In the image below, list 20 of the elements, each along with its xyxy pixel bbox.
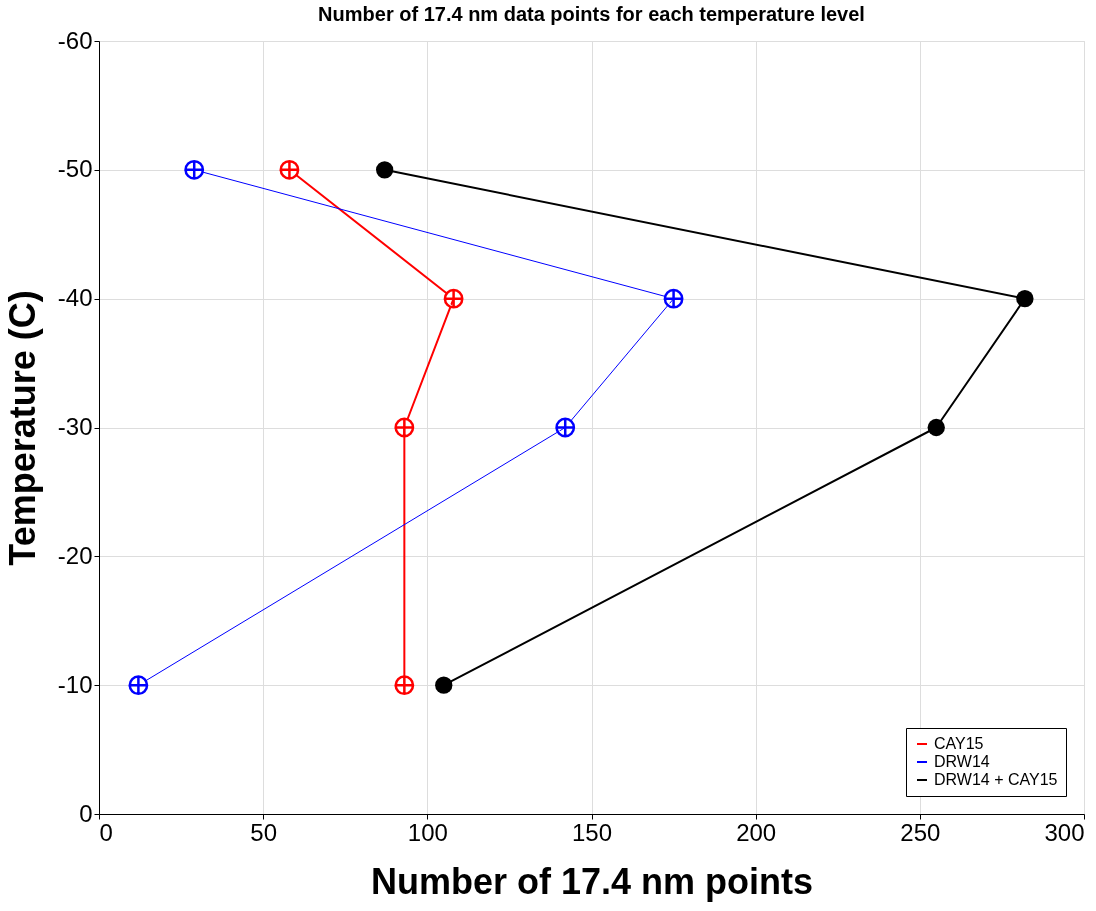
y-tick-label: -60 <box>57 26 93 54</box>
x-tick-label: 50 <box>250 818 278 846</box>
chart-title: Number of 17.4 nm data points for each temperature level <box>318 3 865 25</box>
y-tick-label: 0 <box>79 799 93 827</box>
x-tick-label: 100 <box>407 818 448 846</box>
y-axis-title: Temperature (C) <box>1 290 43 566</box>
y-tick-label: -20 <box>57 541 93 569</box>
y-tick-label: -10 <box>57 670 93 698</box>
y-tick-label: -30 <box>57 413 93 440</box>
legend-label: DRW14 + CAY15 <box>934 771 1058 788</box>
x-tick-label: 200 <box>736 818 777 846</box>
x-axis-title: Number of 17.4 nm points <box>370 860 814 902</box>
x-tick-label: 250 <box>900 818 941 846</box>
x-tick-label: 0 <box>99 818 113 846</box>
x-tick-label: 150 <box>571 818 613 846</box>
legend-label: DRW14 <box>934 753 990 770</box>
x-tick-label: 300 <box>1044 818 1085 846</box>
y-tick-label: -50 <box>57 155 93 183</box>
y-tick-label: -40 <box>57 284 93 312</box>
legend-label: CAY15 <box>934 735 984 752</box>
